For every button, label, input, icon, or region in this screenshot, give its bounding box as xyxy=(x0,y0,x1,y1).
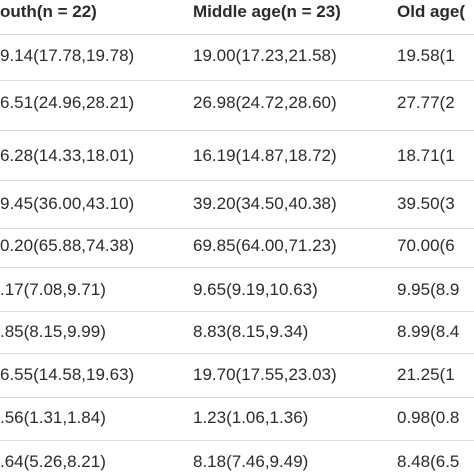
row-separator xyxy=(0,80,474,81)
table-cell: 1.23(1.06,1.36) xyxy=(193,408,309,427)
table-cell: 0.98(0.8 xyxy=(397,408,460,427)
table-cell: .64(5.26,8.21) xyxy=(0,452,106,471)
table-cell: 19.58(1 xyxy=(397,46,455,65)
row-separator xyxy=(0,228,474,229)
table-cell: 9.14(17.78,19.78) xyxy=(0,46,135,65)
table-cell: 21.25(1 xyxy=(397,365,455,384)
table-cell: 27.77(2 xyxy=(397,93,455,112)
header-cell: outh(n = 22) xyxy=(0,2,97,21)
header-cell: Old age( xyxy=(397,2,466,21)
table-cell: 8.18(7.46,9.49) xyxy=(193,452,309,471)
table-cell: .17(7.08,9.71) xyxy=(0,280,106,299)
row-separator xyxy=(0,353,474,354)
table-cell: 39.20(34.50,40.38) xyxy=(193,194,337,213)
table-cell: 8.99(8.4 xyxy=(397,322,460,341)
row-separator xyxy=(0,311,474,312)
row-separator xyxy=(0,397,474,398)
table-cell: 19.70(17.55,23.03) xyxy=(193,365,337,384)
row-separator xyxy=(0,440,474,441)
table-cell: 18.71(1 xyxy=(397,146,455,165)
table-cell: 6.55(14.58,19.63) xyxy=(0,365,135,384)
table-cell: 9.95(8.9 xyxy=(397,280,460,299)
table-cell: 16.19(14.87,18.72) xyxy=(193,146,337,165)
table-cell: 39.50(3 xyxy=(397,194,455,213)
table-cell: 9.65(9.19,10.63) xyxy=(193,280,318,299)
header-cell: Middle age(n = 23) xyxy=(193,2,341,21)
table-cell: 26.98(24.72,28.60) xyxy=(193,93,337,112)
row-separator xyxy=(0,267,474,268)
table-cell: .56(1.31,1.84) xyxy=(0,408,106,427)
table-cell: .85(8.15,9.99) xyxy=(0,322,106,341)
table-cell: 8.48(6.5 xyxy=(397,452,460,471)
row-separator xyxy=(0,130,474,131)
table-cell: 19.00(17.23,21.58) xyxy=(193,46,337,65)
table-cell: 6.51(24.96,28.21) xyxy=(0,93,135,112)
table-cell: 6.28(14.33,18.01) xyxy=(0,146,135,165)
table-cell: 8.83(8.15,9.34) xyxy=(193,322,309,341)
table-cell: 69.85(64.00,71.23) xyxy=(193,236,337,255)
row-separator xyxy=(0,180,474,181)
table-cell: 70.00(6 xyxy=(397,236,455,255)
row-separator xyxy=(0,34,474,35)
table-cell: 9.45(36.00,43.10) xyxy=(0,194,135,213)
table-cell: 0.20(65.88,74.38) xyxy=(0,236,135,255)
